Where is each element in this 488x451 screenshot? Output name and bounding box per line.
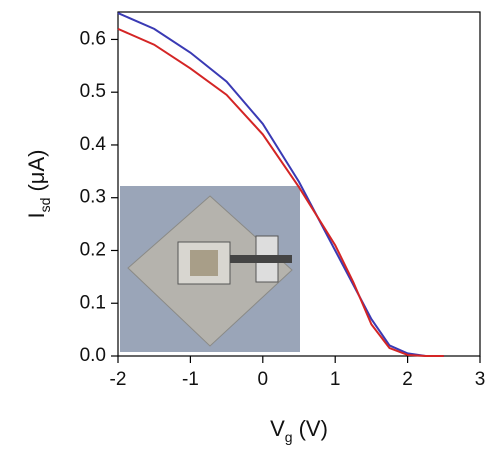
plot-frame (117, 11, 481, 357)
y-tick-label: 0.1 (80, 292, 106, 313)
x-axis-label-main: V (270, 416, 285, 441)
y-axis-label-sub: sd (37, 198, 53, 213)
y-tick-label: 0.3 (80, 187, 106, 208)
x-tick-label: -1 (182, 369, 199, 390)
series-line (117, 27, 444, 357)
y-tick-label: 0.4 (80, 134, 107, 155)
x-tick-label: 0 (258, 369, 269, 390)
y-axis-label-main: I (24, 212, 49, 218)
x-axis-label: Vg (V) (270, 416, 328, 445)
x-axis-label-sub: g (285, 429, 293, 445)
x-tick-label: 1 (330, 369, 341, 390)
inset-photo (120, 186, 300, 352)
y-tick-label: 0.5 (80, 81, 106, 102)
rod (230, 255, 292, 263)
y-tick-label: 0.6 (80, 28, 106, 49)
x-axis-label-rest: (V) (299, 416, 328, 441)
series-line (117, 12, 444, 357)
y-axis-label: Isd (μA) (24, 150, 53, 219)
x-tick-label: 2 (402, 369, 413, 390)
y-axis-label-rest: (μA) (24, 150, 49, 192)
x-tick-label: -2 (110, 369, 127, 390)
x-tick-label: 3 (475, 369, 486, 390)
chip (190, 250, 218, 276)
y-tick-label: 0.0 (80, 345, 106, 366)
y-tick-label: 0.2 (80, 239, 106, 260)
